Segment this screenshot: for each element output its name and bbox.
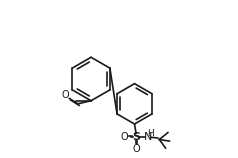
Text: S: S [132,132,140,142]
Text: O: O [132,144,140,154]
Text: N: N [144,132,152,142]
Text: H: H [147,129,154,138]
Text: O: O [62,90,69,100]
Text: O: O [121,132,129,142]
